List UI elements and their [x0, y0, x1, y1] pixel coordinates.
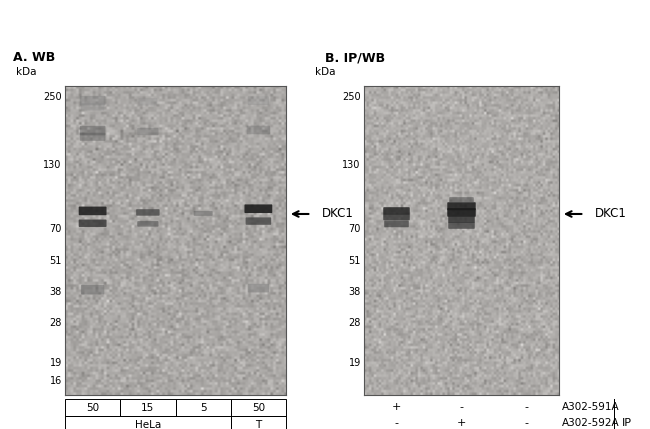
Text: -: -: [395, 418, 398, 429]
Text: 250: 250: [43, 93, 62, 103]
Text: B. IP/WB: B. IP/WB: [325, 51, 385, 64]
FancyBboxPatch shape: [136, 209, 160, 216]
FancyBboxPatch shape: [244, 204, 272, 213]
Text: 28: 28: [348, 318, 361, 328]
FancyBboxPatch shape: [81, 285, 105, 294]
Text: +: +: [457, 418, 466, 429]
Text: 130: 130: [44, 160, 62, 170]
FancyBboxPatch shape: [248, 284, 269, 293]
Text: 130: 130: [343, 160, 361, 170]
FancyBboxPatch shape: [194, 211, 213, 216]
Text: 250: 250: [342, 93, 361, 103]
FancyBboxPatch shape: [248, 96, 269, 105]
Text: 19: 19: [348, 358, 361, 368]
Text: 38: 38: [49, 287, 62, 297]
Text: kDa: kDa: [315, 67, 336, 77]
FancyBboxPatch shape: [137, 128, 159, 135]
Text: 70: 70: [49, 224, 62, 234]
FancyBboxPatch shape: [80, 133, 105, 141]
FancyBboxPatch shape: [447, 208, 476, 217]
Text: 19: 19: [49, 358, 62, 368]
Text: DKC1: DKC1: [322, 208, 354, 221]
Text: +: +: [392, 402, 401, 412]
FancyBboxPatch shape: [138, 98, 157, 106]
Text: A302-592A: A302-592A: [562, 418, 620, 429]
Text: 38: 38: [348, 287, 361, 297]
Text: DKC1: DKC1: [595, 208, 627, 221]
FancyBboxPatch shape: [449, 197, 474, 203]
Text: 16: 16: [49, 376, 62, 386]
Text: 5: 5: [200, 402, 207, 413]
Text: T: T: [255, 420, 261, 429]
FancyBboxPatch shape: [448, 222, 474, 229]
Text: -: -: [525, 402, 528, 412]
Text: -: -: [460, 402, 463, 412]
Text: 70: 70: [348, 224, 361, 234]
FancyBboxPatch shape: [80, 96, 105, 106]
FancyBboxPatch shape: [80, 126, 105, 136]
Text: kDa: kDa: [16, 67, 37, 77]
Text: 51: 51: [348, 257, 361, 266]
FancyBboxPatch shape: [79, 207, 107, 215]
FancyBboxPatch shape: [81, 103, 105, 111]
FancyBboxPatch shape: [448, 215, 474, 223]
FancyBboxPatch shape: [246, 218, 271, 225]
FancyBboxPatch shape: [79, 220, 107, 227]
Text: 50: 50: [252, 402, 265, 413]
FancyBboxPatch shape: [384, 214, 410, 221]
FancyBboxPatch shape: [384, 207, 410, 214]
Text: 50: 50: [86, 402, 99, 413]
Text: 28: 28: [49, 318, 62, 328]
Text: -: -: [525, 418, 528, 429]
FancyBboxPatch shape: [447, 202, 476, 210]
Text: IP: IP: [622, 418, 632, 429]
Text: A. WB: A. WB: [13, 51, 55, 64]
FancyBboxPatch shape: [384, 221, 409, 227]
Text: 15: 15: [141, 402, 155, 413]
FancyBboxPatch shape: [137, 221, 159, 227]
FancyBboxPatch shape: [246, 126, 270, 134]
Text: 51: 51: [49, 257, 62, 266]
Text: HeLa: HeLa: [135, 420, 161, 429]
Text: A302-591A: A302-591A: [562, 402, 620, 412]
